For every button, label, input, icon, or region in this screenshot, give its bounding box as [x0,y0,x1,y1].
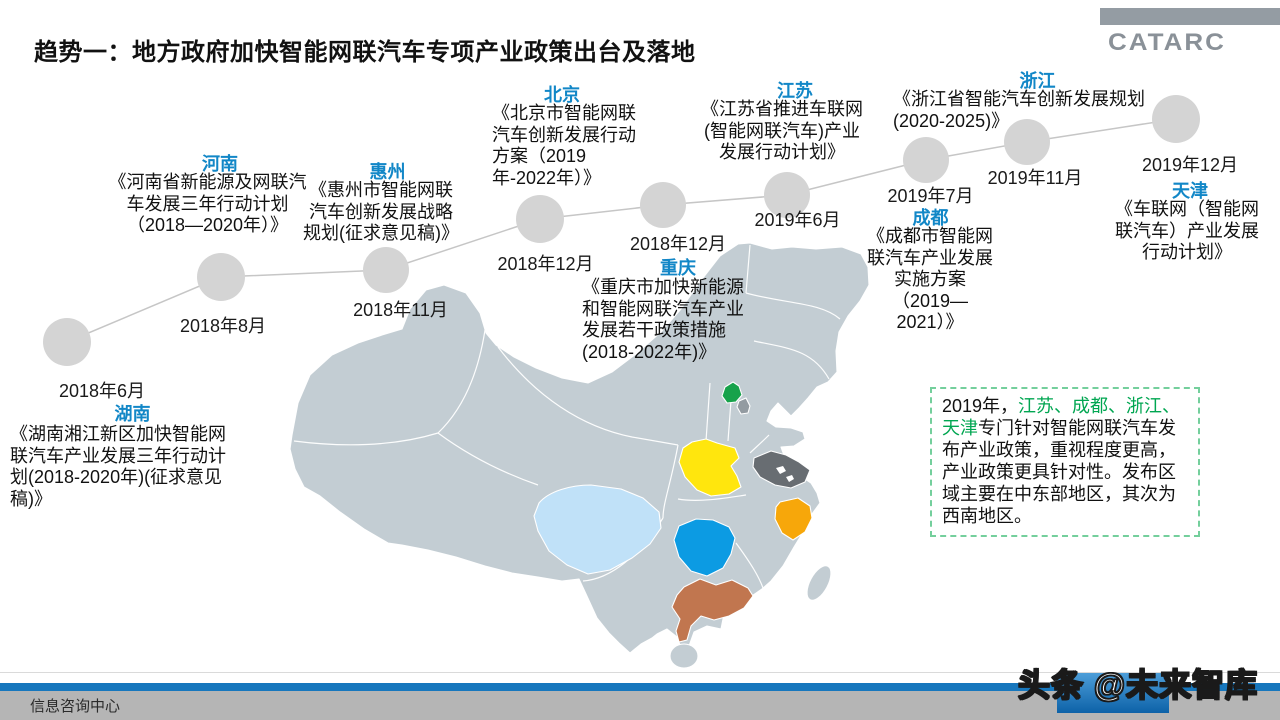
policy-chengdu: 《成都市智能网联汽车产业发展实施方案（2019—2021）》 [867,226,993,333]
policy-beijing: 《北京市智能网联汽车创新发展行动方案（2019年-2022年）》 [492,103,636,188]
city-zhejiang: 浙江 [1019,71,1056,91]
province-guangdong [671,578,754,643]
china-map [289,242,870,669]
province-tianjin [736,397,751,415]
timeline-node-5 [640,182,686,228]
date-beijing: 2018年12月 [497,254,594,274]
timeline-node-6 [764,172,810,218]
province-zhejiang [774,497,813,541]
timeline-node-8 [1004,119,1050,165]
hainan-island [669,643,699,669]
province-henan [678,438,742,497]
timeline-node-9 [1152,95,1200,143]
city-jiangsu: 江苏 [777,81,813,101]
date-tianjin: 2019年12月 [1141,155,1239,175]
catarc-logo: CATARC [1108,28,1226,56]
policy-hunan: 《湖南湘江新区加快智能网联汽车产业发展三年行动计划(2018-2020年)(征求… [10,424,226,509]
policy-tianjin: 《车联网（智能网联汽车）产业发展行动计划》 [1115,199,1259,263]
city-chongqing: 重庆 [660,258,696,278]
watermark-badge [1057,673,1169,713]
policy-jiangsu: 《江苏省推进车联网(智能网联汽车)产业发展行动计划》 [701,99,863,163]
timeline-node-2 [197,253,245,301]
footer-label: 信息咨询中心 [30,698,121,715]
footer-blue-bar [0,683,1280,691]
jiangsu-lakes [776,466,794,482]
watermark-text: 头条 @未来智库 [1017,666,1259,704]
page-title: 趋势一：地方政府加快智能网联汽车专项产业政策出台及落地 [34,39,696,66]
taiwan-island [806,565,832,601]
date-chengdu: 2019年7月 [887,186,974,206]
city-henan: 河南 [202,154,238,174]
province-hunan [673,518,736,577]
logo-bar [1100,8,1280,25]
city-beijing: 北京 [544,85,580,105]
city-hunan: 湖南 [114,404,151,424]
city-chengdu: 成都 [912,208,949,228]
footer-hairline [0,672,1280,673]
policy-huizhou: 《惠州市智能网联汽车创新发展战略规划(征求意见稿)》 [303,180,459,244]
date-henan: 2018年8月 [179,316,267,336]
callout-body: 专门针对智能网联汽车发布产业政策，重视程度更高，产业政策更具针对性。发布区域主要… [942,417,1176,526]
policy-zhejiang: 《浙江省智能汽车创新发展规划(2020-2025)》 [893,89,1145,131]
date-huizhou: 2018年11月 [353,300,448,320]
timeline-node-7 [903,137,949,183]
province-beijing [721,381,743,404]
timeline-node-4 [516,195,564,243]
timeline-node-1 [43,318,91,366]
callout-highlight: 江苏、成都、浙江、天津 [942,396,1181,438]
date-hunan: 2018年6月 [58,381,146,401]
province-sichuan [533,484,662,575]
date-chongqing: 2018年12月 [629,234,727,254]
city-huizhou: 惠州 [369,162,406,182]
callout-prefix: 2019年， [942,396,1019,416]
city-tianjin: 天津 [1172,181,1208,201]
policy-chongqing: 《重庆市加快新能源和智能网联汽车产业发展若干政策措施(2018-2022年)》 [582,277,744,362]
date-jiangsu: 2019年6月 [754,210,841,230]
date-zhejiang: 2019年11月 [987,168,1083,188]
timeline-node-3 [363,247,409,293]
summary-callout: 2019年，江苏、成都、浙江、天津专门针对智能网联汽车发布产业政策，重视程度更高… [930,387,1200,537]
policy-henan: 《河南省新能源及网联汽车发展三年行动计划（2018—2020年）》 [108,172,307,236]
